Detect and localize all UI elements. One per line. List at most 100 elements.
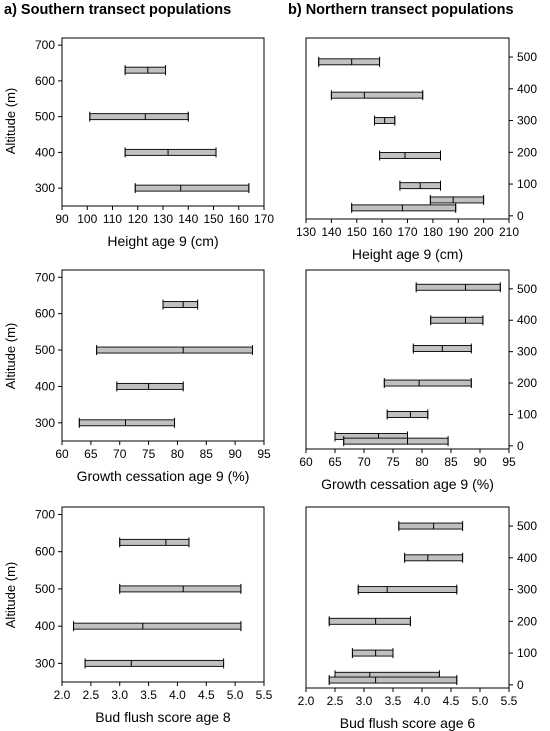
- range-bar-body: [430, 316, 484, 324]
- y-tick-label: 500: [517, 50, 537, 64]
- range-bar: [351, 648, 394, 659]
- panel-b-growth: 60 65 70 75 80 85 90 950 100 200 300 400 500 Growth c…: [299, 269, 537, 492]
- x-tick-label: 75: [386, 455, 400, 469]
- range-bar-body: [116, 382, 184, 390]
- range-bar: [119, 583, 242, 594]
- panel-b-budflush: 2.0 2.5 3.0 3.5 4.0 4.5 5.0 5.5 0 100 200 300 400 500…: [298, 506, 537, 731]
- x-axis-label: Height age 9 (cm): [107, 233, 218, 249]
- x-tick-label: 170: [397, 225, 417, 239]
- y-tick-label: 0: [517, 678, 524, 692]
- y-tick-label: 300: [517, 583, 537, 597]
- panel-a-growth: 60 65 70 75 80 85 90 95 300 400 500 600 700 Growth ce…: [3, 269, 271, 484]
- range-bar: [351, 202, 457, 213]
- x-tick-label: 80: [171, 447, 185, 461]
- plot-frame: [305, 269, 510, 450]
- range-bar-body: [124, 66, 166, 74]
- y-tick-label: 300: [517, 114, 537, 128]
- x-tick-label: 210: [499, 225, 519, 239]
- range-bar: [430, 315, 484, 326]
- range-bar-body: [134, 184, 250, 192]
- range-bar: [399, 180, 441, 191]
- x-tick-label: 150: [203, 212, 223, 226]
- range-bar: [383, 378, 472, 389]
- y-tick-label: 300: [35, 656, 55, 670]
- range-bar-body: [73, 622, 242, 630]
- y-tick-label: 400: [517, 551, 537, 565]
- x-tick-label: 2.5: [83, 688, 100, 702]
- x-tick-label: 130: [296, 225, 316, 239]
- range-bar: [398, 521, 464, 532]
- y-tick-label: 300: [517, 345, 537, 359]
- x-tick-label: 75: [142, 447, 156, 461]
- x-tick-label: 160: [372, 225, 392, 239]
- range-bar: [116, 381, 184, 392]
- y-axis-label: Altitude (m): [3, 323, 18, 389]
- range-bar: [78, 417, 176, 428]
- range-bar-body: [343, 437, 449, 445]
- range-bar: [374, 115, 396, 126]
- x-tick-label: 190: [448, 225, 468, 239]
- x-tick-label: 2.5: [327, 694, 344, 708]
- y-tick-label: 600: [35, 74, 55, 88]
- x-tick-label: 60: [55, 447, 69, 461]
- range-bar-body: [386, 411, 429, 418]
- range-bar-body: [328, 676, 458, 684]
- y-tick-label: 500: [35, 110, 55, 124]
- range-bar: [415, 282, 501, 293]
- y-tick-label: 500: [517, 519, 537, 533]
- y-tick-label: 400: [35, 379, 55, 393]
- y-tick-label: 600: [35, 545, 55, 559]
- left-column-title: a) Southern transect populations: [4, 2, 232, 18]
- y-tick-label: 200: [517, 145, 537, 159]
- y-axis-label: Altitude (m): [3, 562, 18, 628]
- range-bar: [328, 675, 458, 686]
- x-tick-label: 120: [128, 212, 148, 226]
- range-bar: [404, 552, 464, 563]
- x-axis-label: Bud flush score age 8: [95, 709, 231, 725]
- x-tick-label: 80: [415, 455, 429, 469]
- x-tick-label: 200: [474, 225, 494, 239]
- range-bar: [330, 90, 424, 101]
- x-tick-label: 90: [55, 212, 69, 226]
- range-bar-body: [162, 301, 199, 309]
- y-tick-label: 400: [517, 82, 537, 96]
- range-bar: [96, 345, 253, 356]
- x-tick-label: 65: [328, 455, 342, 469]
- y-tick-label: 700: [35, 38, 55, 52]
- range-bar-body: [89, 113, 189, 121]
- range-bar: [89, 111, 189, 122]
- range-bar: [119, 537, 190, 548]
- range-bar-body: [383, 379, 472, 387]
- x-tick-label: 4.5: [198, 688, 215, 702]
- x-tick-label: 90: [473, 455, 487, 469]
- x-tick-label: 4.0: [414, 694, 431, 708]
- y-tick-label: 600: [35, 307, 55, 321]
- x-tick-label: 85: [444, 455, 458, 469]
- x-tick-label: 140: [178, 212, 198, 226]
- x-tick-label: 170: [254, 212, 274, 226]
- x-tick-label: 65: [84, 447, 98, 461]
- range-bar: [343, 436, 449, 447]
- range-bar-body: [351, 204, 457, 212]
- x-tick-label: 5.0: [472, 694, 489, 708]
- range-bar-body: [330, 91, 424, 99]
- range-bar-body: [119, 585, 242, 593]
- range-bar-body: [318, 58, 381, 66]
- x-axis-label: Growth cessation age 9 (%): [77, 468, 250, 484]
- x-tick-label: 130: [153, 212, 173, 226]
- x-tick-label: 3.5: [385, 694, 402, 708]
- y-tick-label: 500: [35, 582, 55, 596]
- y-tick-label: 0: [517, 209, 524, 223]
- range-bar-body: [96, 346, 253, 354]
- range-bar-body: [328, 617, 411, 625]
- range-bar-body: [78, 419, 175, 427]
- x-tick-label: 4.0: [169, 688, 186, 702]
- x-tick-label: 60: [299, 455, 313, 469]
- panel-b-height: 130 140 150 160 170 180 190 200 210 0 100 200 300 400…: [296, 37, 537, 262]
- range-bar-body: [84, 659, 225, 667]
- range-bar: [328, 616, 411, 627]
- y-tick-label: 300: [35, 416, 55, 430]
- panel-a-budflush: 2.0 2.5 3.0 3.5 4.0 4.5 5.0 5.5 300 400 500 600 700 B…: [3, 506, 273, 725]
- x-tick-label: 100: [77, 212, 97, 226]
